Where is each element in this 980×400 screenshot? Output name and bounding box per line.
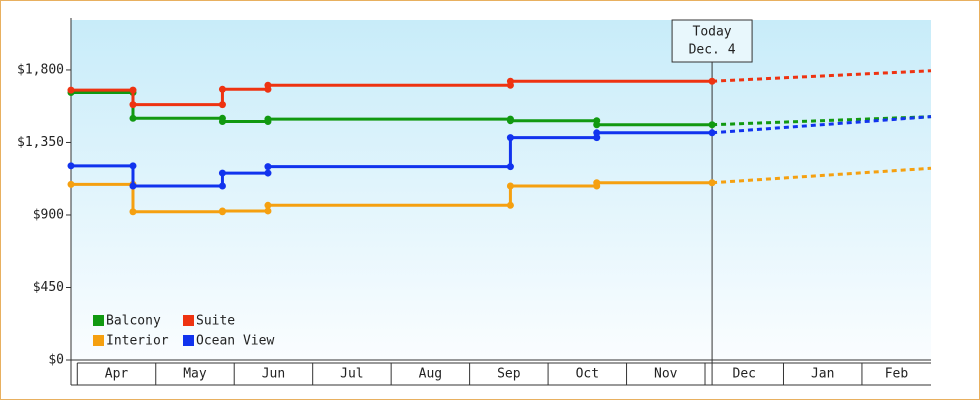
x-tick-label: Nov [654, 367, 678, 382]
point [264, 115, 272, 123]
point [218, 169, 226, 177]
legend-label: Suite [196, 314, 235, 329]
legend-swatch [183, 335, 194, 346]
projection-line [711, 115, 932, 135]
point [264, 169, 272, 177]
legend-swatch [93, 335, 104, 346]
point [593, 129, 601, 137]
y-tick-label: $1,800 [17, 62, 64, 77]
point [129, 86, 137, 94]
today-annotation: Today Dec. 4 [671, 19, 753, 63]
projection-line [711, 166, 932, 185]
x-tick-label: May [183, 367, 207, 382]
point [593, 179, 601, 187]
point [129, 101, 137, 109]
point [264, 163, 272, 171]
legend-swatch [183, 315, 194, 326]
point [708, 179, 716, 187]
point [129, 182, 137, 190]
point [264, 201, 272, 209]
point [218, 207, 226, 215]
point [506, 117, 514, 125]
y-tick-label: $900 [33, 207, 64, 222]
point [67, 162, 75, 170]
plot-area [71, 20, 931, 360]
point [129, 162, 137, 170]
point [506, 182, 514, 190]
point [506, 201, 514, 209]
y-tick-label: $0 [48, 353, 64, 368]
projection-line [712, 69, 932, 83]
y-tick-label: $1,350 [17, 135, 64, 150]
x-tick-label: Jul [340, 367, 363, 382]
point [264, 81, 272, 89]
point [506, 163, 514, 171]
legend-label: Balcony [106, 314, 161, 329]
annotation-line: Dec. 4 [689, 43, 736, 58]
point [506, 134, 514, 142]
legend-swatch [93, 315, 104, 326]
annotation-line: Today [693, 25, 732, 40]
x-tick-label: Apr [105, 367, 129, 382]
point [593, 134, 601, 142]
point [67, 180, 75, 188]
point [129, 114, 137, 122]
point [708, 121, 716, 129]
point [264, 207, 272, 215]
x-tick-label: Dec [733, 367, 756, 382]
x-tick-label: Sep [497, 367, 521, 382]
x-tick-label: Oct [576, 367, 599, 382]
point [218, 182, 226, 190]
point [506, 77, 514, 85]
x-tick-label: Jun [262, 367, 285, 382]
legend-label: Ocean View [196, 334, 274, 349]
x-tick-label: Feb [885, 367, 909, 382]
point [67, 86, 75, 94]
point [708, 77, 716, 85]
annotation-box [671, 19, 753, 63]
point [218, 85, 226, 93]
legend-label: Interior [106, 334, 169, 349]
x-tick-label: Jan [811, 367, 834, 382]
point [218, 101, 226, 109]
point [593, 121, 601, 129]
point [218, 118, 226, 126]
x-tick-label: Aug [419, 367, 442, 382]
point [708, 129, 716, 137]
point [129, 208, 137, 216]
y-tick-label: $450 [33, 280, 64, 295]
